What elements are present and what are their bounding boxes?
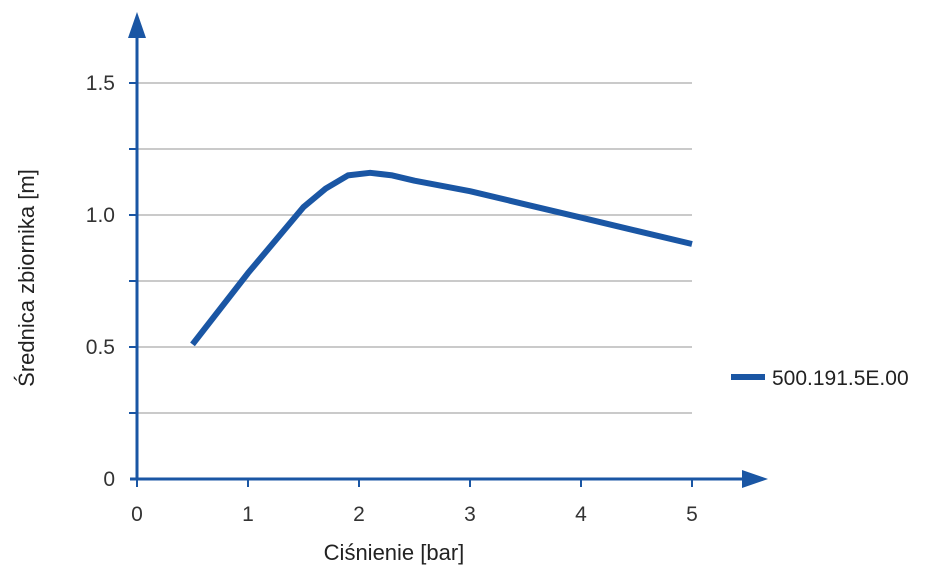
axes — [128, 12, 768, 488]
x-tick-label: 0 — [131, 503, 143, 526]
y-axis-title: Średnica zbiornika [m] — [14, 169, 39, 387]
x-tick-label: 4 — [575, 503, 587, 526]
y-tick-label: 0.5 — [86, 336, 115, 359]
x-tick-group: 0 1 2 3 4 5 — [131, 479, 698, 526]
series-line — [190, 169, 693, 347]
series-layer — [190, 169, 693, 347]
y-tick-label: 0 — [103, 468, 115, 491]
legend-label: 500.191.5E.00 — [772, 367, 909, 390]
y-axis-arrow — [128, 12, 146, 38]
x-axis-title: Ciśnienie [bar] — [324, 540, 465, 565]
y-tick-group: 0 0.5 1.0 1.5 — [86, 72, 137, 491]
x-tick-label: 3 — [464, 503, 476, 526]
x-axis-arrow — [742, 470, 768, 488]
y-tick-label: 1.5 — [86, 72, 115, 95]
x-tick-label: 1 — [242, 503, 254, 526]
legend: 500.191.5E.00 — [731, 367, 909, 390]
y-tick-label: 1.0 — [86, 204, 115, 227]
x-tick-label: 2 — [353, 503, 365, 526]
x-tick-label: 5 — [686, 503, 698, 526]
grid-lines — [137, 82, 692, 414]
